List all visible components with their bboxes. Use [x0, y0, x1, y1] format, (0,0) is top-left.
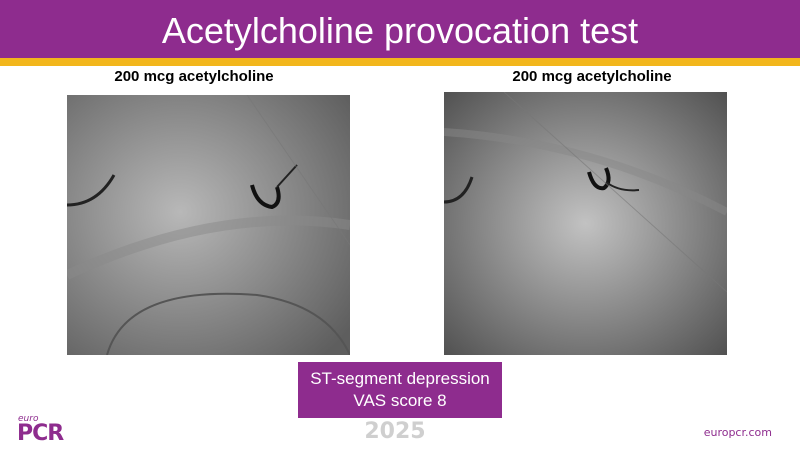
- panel-label: 200 mcg acetylcholine: [114, 68, 274, 85]
- year: 2025: [364, 419, 426, 444]
- title: Acetylcholine provocation test: [0, 0, 800, 58]
- panel-label: 200 mcg acetylcholine: [512, 68, 672, 85]
- logo: PCR: [17, 421, 64, 446]
- caption-box: ST-segment depression VAS score 8: [298, 362, 502, 418]
- url: europcr.com: [703, 426, 772, 439]
- caption-line: VAS score 8: [353, 391, 447, 410]
- angiogram: [444, 92, 727, 355]
- logo-small: euro: [18, 414, 39, 424]
- angiogram: [67, 95, 350, 355]
- caption-line: ST-segment depression: [310, 369, 490, 388]
- stripe: [0, 58, 800, 66]
